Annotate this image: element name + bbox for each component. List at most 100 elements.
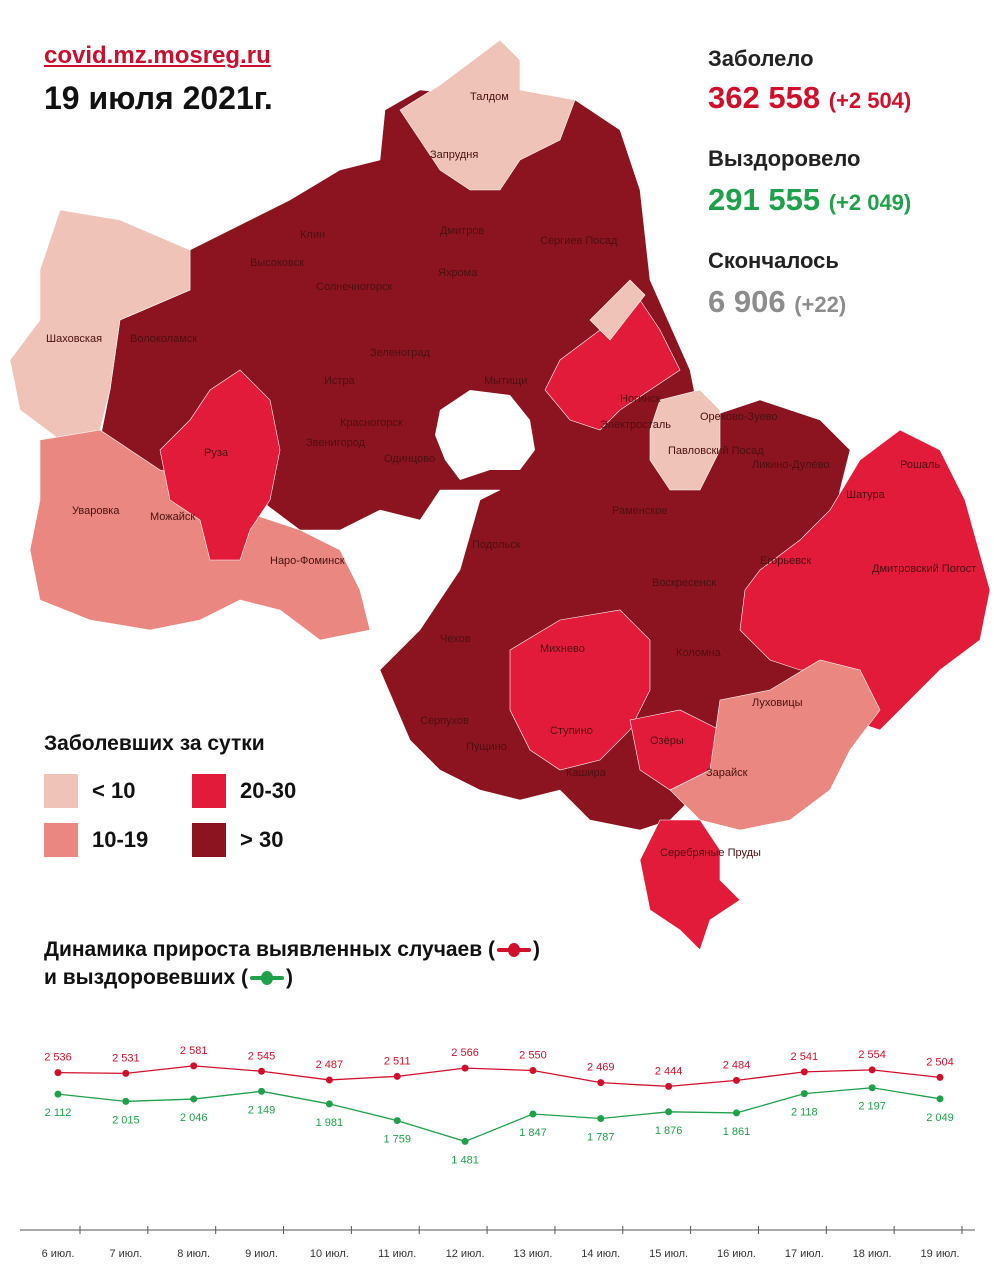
map-label: Мытищи bbox=[484, 375, 527, 387]
map-label: Можайск bbox=[150, 511, 195, 523]
series-line bbox=[57, 1087, 941, 1143]
x-tick-label: 11 июл. bbox=[378, 1248, 416, 1260]
map-label: Пущино bbox=[466, 741, 507, 753]
data-point bbox=[325, 1100, 333, 1108]
legend-item-10-19: 10-19 bbox=[44, 823, 148, 857]
data-label: 2 541 bbox=[791, 1051, 819, 1063]
map-label: Волоколамск bbox=[130, 333, 197, 345]
recovered-value: 291 555 (+2 049) bbox=[708, 182, 911, 218]
data-point bbox=[122, 1097, 130, 1105]
map-label: Ногинск bbox=[620, 393, 661, 405]
map-region-zaraysk bbox=[669, 659, 881, 831]
data-point bbox=[122, 1069, 130, 1077]
map-label: Ликино-Дулёво bbox=[752, 459, 830, 471]
legend-item-gt30: > 30 bbox=[192, 823, 283, 857]
map-label: Электросталь bbox=[600, 419, 671, 431]
map-region-ruza bbox=[159, 369, 281, 561]
source-link[interactable]: covid.mz.mosreg.ru bbox=[44, 42, 271, 69]
region-map: Талдом Запрудня Клин Дмитров Сергиев Пос… bbox=[9, 39, 991, 950]
data-label: 2 566 bbox=[451, 1047, 479, 1059]
map-labels: Талдом Запрудня Клин Дмитров Сергиев Пос… bbox=[46, 91, 976, 859]
dynamics-title: Динамика прироста выявленных случаев () … bbox=[44, 936, 540, 992]
x-tick-label: 19 июл. bbox=[921, 1248, 960, 1260]
dynamics-title-line1: Динамика прироста выявленных случаев ( bbox=[44, 938, 495, 961]
map-label: Зеленоград bbox=[370, 347, 430, 359]
x-tick-label: 13 июл. bbox=[513, 1248, 552, 1260]
data-label: 2 511 bbox=[384, 1055, 411, 1067]
data-label: 2 581 bbox=[180, 1045, 208, 1057]
map-label: Озёры bbox=[650, 735, 684, 747]
map-label: Чехов bbox=[440, 633, 471, 645]
map-label: Луховицы bbox=[752, 697, 803, 709]
data-point bbox=[461, 1064, 469, 1072]
map-label: Запрудня bbox=[430, 149, 478, 161]
x-tick-label: 8 июл. bbox=[177, 1248, 210, 1260]
map-label: Рошаль bbox=[900, 459, 940, 471]
legend-swatch bbox=[192, 823, 226, 857]
data-label: 2 487 bbox=[316, 1059, 344, 1071]
red-series-marker-icon bbox=[496, 943, 531, 958]
map-moscow bbox=[435, 390, 535, 480]
legend-swatch bbox=[44, 823, 78, 857]
recovered-total: 291 555 bbox=[708, 182, 821, 217]
data-point bbox=[732, 1109, 740, 1117]
data-point bbox=[393, 1117, 401, 1125]
data-point bbox=[665, 1108, 673, 1116]
x-tick-label: 16 июл. bbox=[717, 1248, 756, 1260]
map-region-strip bbox=[589, 279, 646, 341]
data-label: 2 484 bbox=[723, 1059, 751, 1071]
data-label: 2 112 bbox=[45, 1107, 72, 1119]
deceased-label: Скончалось bbox=[708, 248, 839, 273]
data-point bbox=[597, 1079, 605, 1087]
data-label: 1 981 bbox=[316, 1117, 344, 1129]
x-tick-label: 14 июл. bbox=[581, 1248, 620, 1260]
data-point bbox=[461, 1137, 469, 1145]
recovered-delta: (+2 049) bbox=[828, 190, 912, 215]
infected-total: 362 558 bbox=[708, 80, 821, 115]
data-point bbox=[800, 1090, 808, 1098]
data-label: 2 444 bbox=[655, 1065, 683, 1077]
legend-swatch bbox=[44, 774, 78, 808]
infected-delta: (+2 504) bbox=[828, 88, 912, 113]
map-label: Павловский Посад bbox=[668, 445, 764, 457]
dynamics-title-paren: ) bbox=[285, 966, 293, 989]
data-label: 1 787 bbox=[587, 1131, 615, 1143]
data-point bbox=[936, 1095, 944, 1103]
map-label: Талдом bbox=[470, 91, 509, 103]
map-label: Коломна bbox=[676, 647, 722, 659]
data-point bbox=[868, 1066, 876, 1074]
legend-swatch bbox=[192, 774, 226, 808]
map-label: Шаховская bbox=[46, 333, 102, 345]
x-tick-label: 15 июл. bbox=[649, 1248, 688, 1260]
data-point bbox=[529, 1067, 537, 1074]
map-label: Кашира bbox=[566, 767, 607, 779]
data-point bbox=[665, 1082, 673, 1090]
data-label: 2 149 bbox=[248, 1104, 276, 1116]
map-region-taldom bbox=[399, 39, 576, 191]
map-label: Зарайск bbox=[706, 767, 748, 779]
map-label: Егорьевск bbox=[760, 555, 811, 567]
x-tick-label: 7 июл. bbox=[109, 1248, 142, 1260]
data-label: 2 531 bbox=[112, 1052, 140, 1064]
map-label: Сергиев Посад bbox=[540, 235, 618, 247]
data-point bbox=[258, 1087, 266, 1095]
map-label: Звенигород bbox=[306, 437, 366, 449]
data-label: 2 197 bbox=[858, 1101, 886, 1113]
data-point bbox=[597, 1114, 605, 1122]
infected-label: Заболело bbox=[708, 46, 814, 71]
data-point bbox=[529, 1110, 537, 1118]
data-label: 2 469 bbox=[587, 1062, 615, 1074]
map-label: Воскресенск bbox=[652, 577, 716, 589]
data-label: 2 049 bbox=[926, 1112, 954, 1124]
x-tick-label: 17 июл. bbox=[785, 1248, 824, 1260]
x-tick-label: 10 июл. bbox=[310, 1248, 349, 1260]
deceased-value: 6 906 (+22) bbox=[708, 284, 846, 320]
data-label: 2 015 bbox=[112, 1114, 140, 1126]
data-point bbox=[54, 1069, 62, 1077]
data-point bbox=[325, 1076, 333, 1084]
data-label: 2 118 bbox=[791, 1107, 818, 1119]
map-label: Шатура bbox=[846, 489, 886, 501]
legend-label: 10-19 bbox=[92, 827, 149, 852]
data-point bbox=[936, 1073, 944, 1081]
data-point bbox=[393, 1072, 401, 1080]
